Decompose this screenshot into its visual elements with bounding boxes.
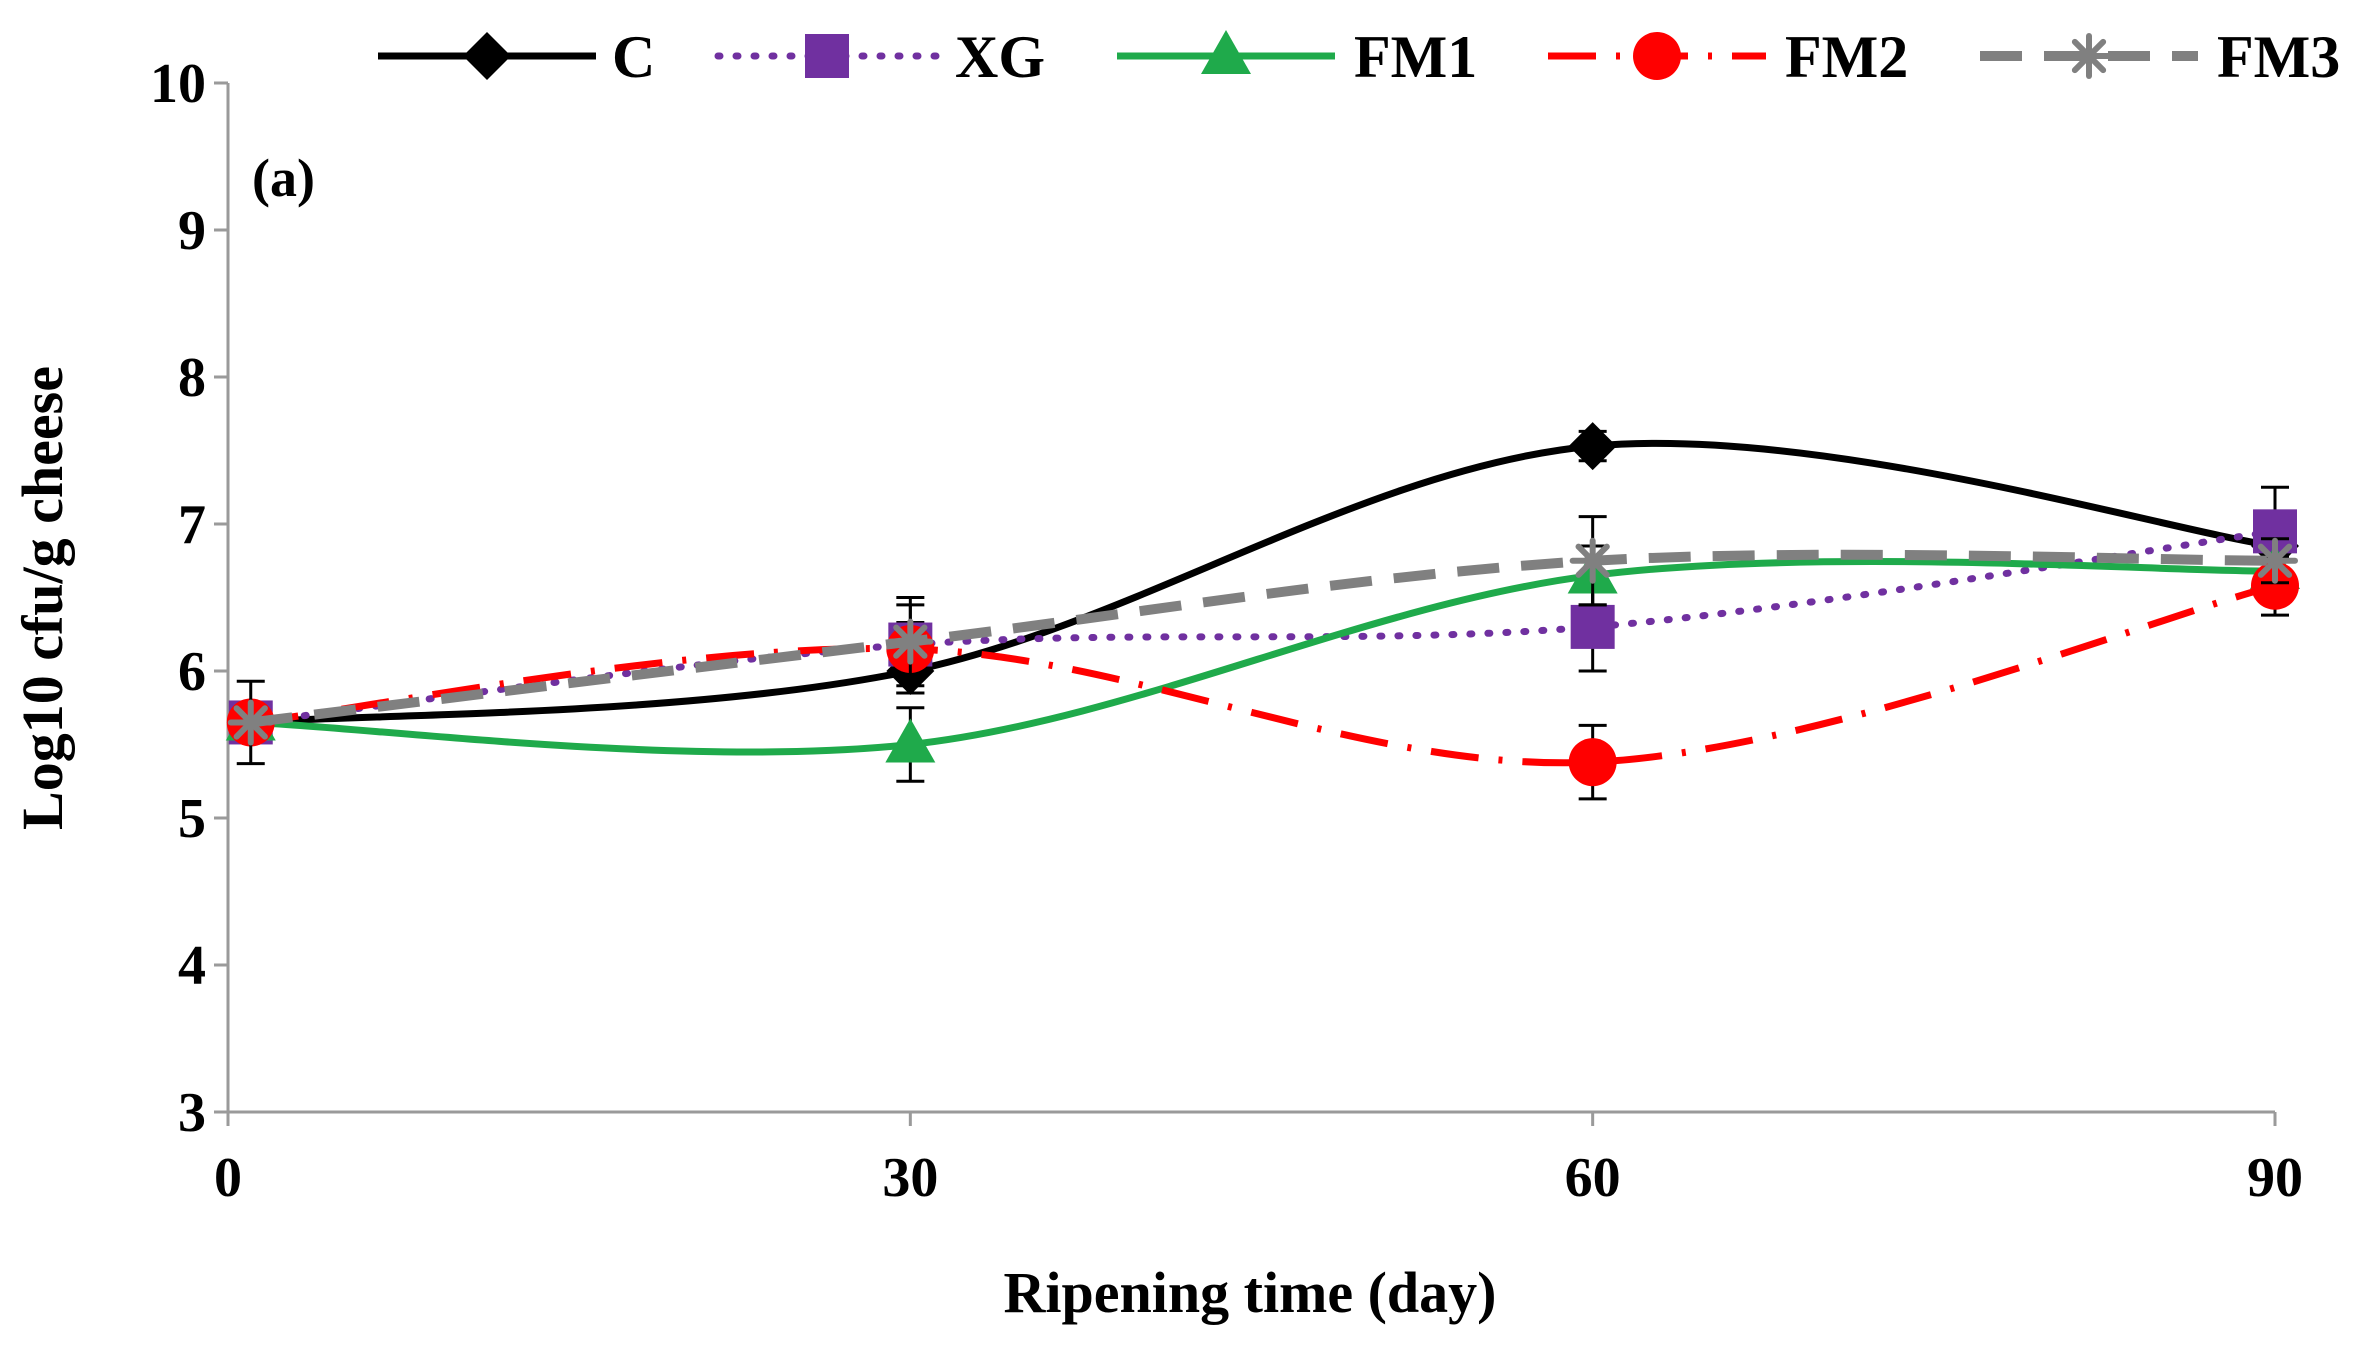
y-tick-label: 5	[178, 788, 206, 850]
x-tick-label: 60	[1565, 1147, 1621, 1209]
y-tick-label: 7	[178, 494, 206, 556]
legend-item-xg: XG	[714, 24, 1045, 90]
legend: C XG FM1 FM2 FM3	[378, 24, 2340, 90]
series-fm2	[226, 554, 2299, 801]
y-tick-label: 6	[178, 641, 206, 703]
legend-label: FM2	[1785, 24, 1908, 90]
series-c	[226, 422, 2299, 747]
legend-item-c: C	[378, 24, 655, 90]
legend-marker	[805, 34, 849, 78]
y-tick-label: 4	[178, 935, 206, 997]
series-xg	[228, 485, 2297, 745]
y-axis-title: Log10 cfu/g cheese	[10, 366, 75, 830]
legend-item-fm2: FM2	[1548, 24, 1908, 90]
legend-item-fm3: FM3	[1980, 24, 2340, 90]
series-line	[250, 582, 2276, 767]
y-tick-label: 10	[150, 53, 206, 115]
data-point	[1570, 604, 1615, 649]
legend-label: XG	[955, 24, 1045, 90]
data-point	[1568, 738, 1617, 787]
data-point	[2252, 537, 2298, 584]
y-tick-label: 8	[178, 347, 206, 409]
legend-marker	[463, 32, 511, 80]
series-line	[250, 439, 2276, 726]
x-tick-label: 90	[2247, 1147, 2303, 1209]
series-line	[250, 558, 2276, 756]
legend-label: FM3	[2217, 24, 2340, 90]
axes: 3 4 5 6 7 8 9 10 0 30 60 90	[150, 53, 2303, 1209]
data-point	[887, 618, 934, 665]
series-fm3	[227, 515, 2298, 766]
y-tick-label: 3	[178, 1082, 206, 1144]
legend-item-fm1: FM1	[1117, 24, 1477, 90]
data-point	[1568, 422, 1617, 471]
legend-label: C	[612, 24, 655, 90]
data-point	[885, 718, 936, 763]
legend-label: FM1	[1354, 24, 1477, 90]
series-fm1	[225, 544, 2300, 783]
legend-marker	[2066, 33, 2112, 79]
series-line	[250, 549, 2276, 728]
data-point	[1569, 537, 1616, 584]
y-tick-label: 9	[178, 200, 206, 262]
x-axis-title: Ripening time (day)	[1004, 1260, 1497, 1325]
panel-annotation: (a)	[252, 148, 315, 208]
series-layer	[225, 422, 2300, 801]
data-point	[227, 699, 274, 746]
legend-marker	[1201, 30, 1251, 74]
x-tick-label: 30	[882, 1147, 938, 1209]
x-tick-label: 0	[214, 1147, 242, 1209]
legend-marker	[1633, 32, 1681, 80]
